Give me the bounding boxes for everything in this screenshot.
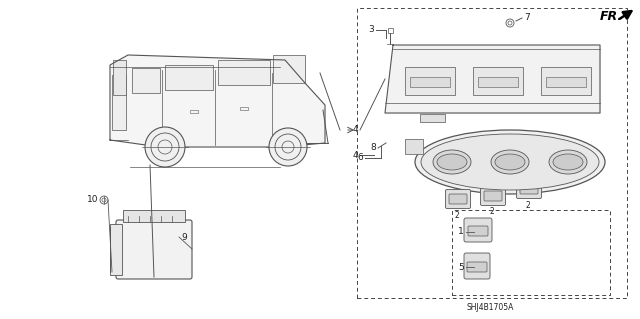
- Bar: [112, 75, 126, 130]
- Ellipse shape: [421, 134, 599, 190]
- Text: 2: 2: [454, 211, 460, 219]
- Bar: [541, 67, 591, 95]
- Circle shape: [145, 127, 185, 167]
- Bar: [410, 77, 450, 87]
- Ellipse shape: [433, 150, 471, 174]
- Text: 7: 7: [524, 13, 530, 23]
- Bar: [113, 60, 126, 95]
- FancyBboxPatch shape: [467, 262, 487, 272]
- Bar: [132, 68, 160, 93]
- Ellipse shape: [553, 154, 583, 170]
- Bar: [357, 8, 627, 298]
- Bar: [405, 139, 423, 154]
- FancyBboxPatch shape: [464, 218, 492, 242]
- FancyBboxPatch shape: [116, 220, 192, 279]
- Text: SHJ4B1705A: SHJ4B1705A: [467, 303, 514, 313]
- FancyBboxPatch shape: [520, 184, 538, 194]
- Bar: [388, 28, 393, 33]
- FancyBboxPatch shape: [516, 180, 541, 198]
- Bar: [273, 55, 305, 83]
- FancyBboxPatch shape: [468, 226, 488, 236]
- Text: 4: 4: [353, 151, 358, 160]
- Polygon shape: [385, 45, 600, 113]
- Text: FR.: FR.: [600, 11, 623, 24]
- Bar: [452, 210, 610, 295]
- FancyBboxPatch shape: [481, 187, 506, 205]
- Text: 9: 9: [181, 233, 187, 241]
- Ellipse shape: [549, 150, 587, 174]
- Text: 6: 6: [357, 153, 363, 162]
- Polygon shape: [110, 55, 325, 147]
- Text: 5: 5: [458, 263, 464, 271]
- Bar: [240, 107, 248, 110]
- Bar: [420, 114, 445, 122]
- Bar: [478, 77, 518, 87]
- Text: 4: 4: [353, 125, 358, 135]
- Bar: [123, 210, 185, 222]
- Bar: [165, 65, 213, 90]
- Ellipse shape: [415, 130, 605, 194]
- FancyBboxPatch shape: [484, 191, 502, 201]
- Ellipse shape: [495, 154, 525, 170]
- Ellipse shape: [437, 154, 467, 170]
- FancyBboxPatch shape: [464, 253, 490, 279]
- Text: 3: 3: [368, 26, 374, 34]
- Bar: [190, 110, 198, 113]
- FancyBboxPatch shape: [449, 194, 467, 204]
- Text: 1: 1: [458, 227, 464, 236]
- Bar: [110, 224, 122, 275]
- Bar: [218, 60, 270, 85]
- Text: 10: 10: [86, 196, 98, 204]
- Text: 2: 2: [525, 201, 531, 210]
- Bar: [405, 67, 455, 95]
- Text: 8: 8: [371, 144, 376, 152]
- FancyBboxPatch shape: [445, 189, 470, 209]
- Text: 2: 2: [490, 207, 494, 217]
- Circle shape: [269, 128, 307, 166]
- Bar: [546, 77, 586, 87]
- Ellipse shape: [491, 150, 529, 174]
- Bar: [473, 67, 523, 95]
